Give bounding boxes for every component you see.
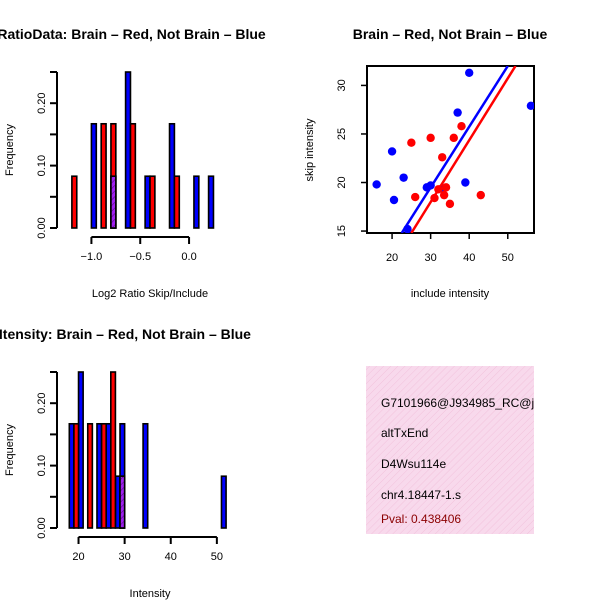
ratio-bar-not-brain	[207, 175, 215, 229]
intensity-bar-brain	[73, 422, 80, 529]
intensity-y-tick-label: 0.00	[36, 517, 48, 538]
scatter-y-tick-label: 30	[336, 79, 348, 91]
ratio-y-tick-label: 0.00	[36, 217, 48, 238]
scatter-point-brain	[476, 190, 485, 200]
scatter-point-brain	[439, 190, 449, 200]
scatter-point-not-brain	[453, 108, 462, 117]
intensity-bar-brain	[100, 422, 107, 529]
scatter-point-not-brain	[461, 178, 470, 187]
intensity-bar-not-brain	[220, 475, 227, 529]
ratio-y-tick-label: 0.10	[36, 155, 48, 176]
intensity-histogram-bars	[68, 371, 227, 529]
scatter-point-brain	[407, 138, 416, 147]
ratio-bar-overlap	[110, 175, 117, 229]
scatter-x-tick-label: 50	[502, 252, 514, 264]
scatter-point-brain	[426, 133, 435, 143]
scatter-point-not-brain	[399, 173, 408, 182]
intensity-x-tick-label: 20	[72, 551, 84, 563]
scatter-ylabel: skip intensity	[304, 118, 316, 181]
scatter-y-tick-label: 20	[336, 176, 348, 188]
ratio-bar-brain	[173, 175, 181, 229]
ratio-histogram-xlabel: Log2 Ratio Skip/Include	[92, 288, 208, 300]
scatter-point-brain	[438, 153, 447, 162]
intensity-bar-brain	[110, 371, 117, 529]
intensity-y-tick-label: 0.10	[36, 455, 48, 476]
scatter-plot: Brain – Red, Not Brain – Blue include in…	[304, 26, 547, 300]
ratio-histogram: Log2 RatioData: Brain – Red, Not Brain –…	[0, 26, 266, 300]
probe-id: G7101966@J934985_RC@j_at	[381, 396, 551, 410]
ratio-histogram-bars	[71, 71, 215, 229]
ratio-bar-not-brain	[193, 175, 200, 229]
scatter-point-not-brain	[526, 101, 534, 111]
scatter-title: Brain – Red, Not Brain – Blue	[353, 26, 548, 42]
scatter-plot-area	[372, 66, 534, 233]
scatter-frame	[366, 65, 535, 234]
intensity-histogram-ylabel: Frequency	[4, 424, 16, 476]
intensity-histogram: Gene Itensity: Brain – Red, Not Brain – …	[0, 326, 251, 600]
info-background	[366, 366, 534, 534]
ratio-histogram-ylabel: Frequency	[4, 124, 16, 176]
intensity-histogram-xlabel: Intensity	[130, 588, 171, 600]
info-panel: G7101966@J934985_RC@j_at altTxEnd D4Wsu1…	[366, 366, 551, 534]
scatter-xlabel: include intensity	[411, 288, 490, 300]
intensity-histogram-title: Gene Itensity: Brain – Red, Not Brain – …	[0, 326, 251, 342]
scatter-points	[372, 66, 534, 233]
fit-line-not-brain	[400, 66, 509, 233]
intensity-bar-overlap	[119, 475, 126, 529]
ratio-histogram-axes: 0.00 0.10 0.20 −1.0 −0.5 0.0	[36, 71, 197, 263]
ratio-bar-brain	[129, 122, 137, 229]
intensity-bar-not-brain	[142, 422, 149, 529]
fit-line-brain	[410, 66, 517, 233]
ratio-histogram-title: Log2 RatioData: Brain – Red, Not Brain –…	[0, 26, 266, 42]
event-type: altTxEnd	[381, 426, 428, 440]
scatter-point-not-brain	[465, 68, 474, 77]
scatter-axes: 20 30 40 50 15 20 25 30	[336, 79, 514, 264]
scatter-point-brain	[457, 121, 466, 131]
ratio-y-tick-label: 0.20	[36, 92, 48, 113]
ratio-x-tick-label: 0.0	[181, 251, 196, 263]
ratio-x-tick-label: −0.5	[129, 251, 151, 263]
scatter-point-brain	[441, 183, 451, 192]
scatter-point-not-brain	[387, 147, 397, 156]
scatter-point-brain	[445, 199, 455, 209]
intensity-x-tick-label: 50	[211, 551, 223, 563]
scatter-x-tick-label: 20	[386, 252, 398, 264]
ratio-x-tick-label: −1.0	[81, 251, 103, 263]
scatter-x-tick-label: 30	[425, 252, 437, 264]
gene-location: chr4.18447-1.s	[381, 488, 461, 502]
ratio-bar-brain	[149, 175, 156, 229]
p-value: Pval: 0.438406	[381, 512, 461, 526]
intensity-x-tick-label: 40	[165, 551, 177, 563]
scatter-x-tick-label: 40	[463, 252, 475, 264]
intensity-y-tick-label: 0.20	[36, 392, 48, 413]
scatter-point-not-brain	[389, 195, 399, 205]
scatter-point-not-brain	[372, 180, 381, 189]
scatter-point-brain	[411, 192, 420, 202]
intensity-bar-brain	[86, 422, 94, 529]
gene-name: D4Wsu114e	[381, 457, 446, 471]
ratio-bar-brain	[100, 122, 107, 229]
ratio-bar-brain	[71, 175, 78, 229]
scatter-point-brain	[449, 133, 458, 143]
scatter-y-tick-label: 25	[336, 128, 348, 140]
scatter-y-tick-label: 15	[336, 225, 348, 237]
intensity-histogram-axes: 0.00 0.10 0.20 20 30 40 50	[36, 371, 223, 563]
intensity-x-tick-label: 30	[119, 551, 131, 563]
ratio-bar-not-brain	[90, 122, 98, 229]
